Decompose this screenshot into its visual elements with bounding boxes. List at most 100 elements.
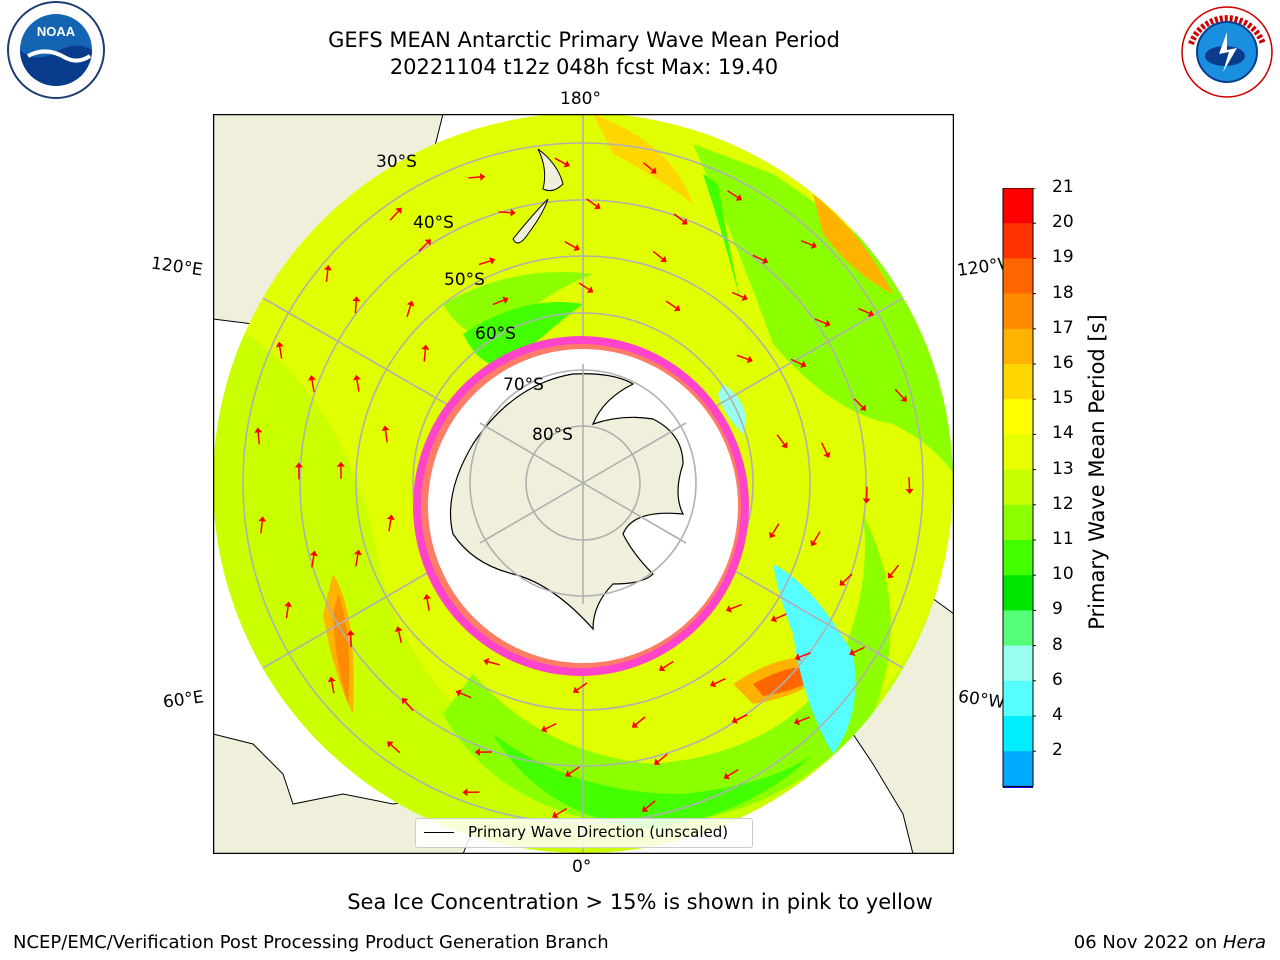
wave-arrow-head [769, 531, 776, 539]
wave-arrow-shaft [257, 432, 261, 445]
wave-arrow-head [660, 255, 667, 263]
wave-arrow-shaft [397, 630, 403, 644]
colorbar [1002, 187, 1039, 816]
wave-arrow-head [823, 451, 831, 458]
wave-arrow-shaft [776, 434, 785, 445]
colorbar-frame [1002, 187, 1034, 787]
footer-date: 06 Nov 2022 on Hera [1074, 932, 1266, 953]
colorbar-band [1003, 504, 1033, 541]
wave-arrow-shaft [418, 242, 429, 252]
polar-map [213, 114, 954, 854]
wave-arrow-shaft [730, 603, 743, 610]
wave-arrow-head [824, 319, 831, 328]
wave-arrow-head [353, 374, 361, 381]
wave-arrow-shaft [487, 661, 500, 666]
colorbar-band [1003, 680, 1033, 717]
wave-arrow-head [424, 239, 432, 246]
wave-arrow-head [681, 218, 688, 225]
wave-arrow-head [294, 462, 303, 468]
wave-arrow-shaft [478, 260, 491, 266]
wave-arrow-shaft [790, 358, 803, 365]
meridian-label-0: 0° [572, 857, 592, 877]
wave-arrow-shaft [771, 523, 780, 535]
wave-arrow-shaft [652, 250, 664, 260]
wave-arrow-head [489, 257, 496, 265]
wave-arrow-shaft [714, 677, 726, 685]
wave-arrow-head [353, 549, 362, 556]
wave-arrow-shaft [735, 714, 748, 721]
wave-arrow-shaft [576, 682, 588, 691]
wave-arrow-shaft [498, 211, 511, 214]
wave-arrow-shaft [798, 716, 811, 723]
wave-arrow-head [421, 344, 430, 350]
wave-arrow-shaft [459, 692, 472, 699]
wave-arrow-head [658, 664, 666, 672]
wave-arrow-head [510, 208, 516, 217]
wave-arrow-shaft [800, 240, 813, 246]
footer-machine: Hera [1222, 932, 1266, 953]
wave-arrow-shaft [389, 210, 399, 221]
wave-arrow-shaft [814, 318, 827, 325]
wave-arrow-head [781, 441, 788, 449]
wave-arrow-head [735, 194, 742, 201]
wave-arrow-shaft [569, 766, 580, 775]
wave-arrow-head [859, 404, 867, 411]
wave-arrow-head [586, 286, 594, 293]
wave-arrow-head [502, 296, 509, 304]
wave-arrow-head [462, 788, 468, 797]
wave-arrow-head [673, 304, 681, 312]
colorbar-band [1003, 716, 1033, 752]
wave-arrow-shaft [853, 398, 864, 408]
wave-arrow-shaft [426, 598, 430, 611]
wave-arrow-shaft [384, 430, 388, 443]
colorbar-band [1003, 575, 1033, 611]
colorbar-tick-label: 6 [1052, 669, 1063, 690]
wave-arrow-head [327, 676, 336, 683]
footer-credit: NCEP/EMC/Verification Post Processing Pr… [13, 932, 609, 953]
wave-arrow-shaft [545, 722, 557, 730]
wave-arrow-head [810, 539, 818, 547]
wave-arrow-shaft [356, 379, 360, 392]
wave-arrow-head [642, 805, 649, 812]
latitude-label-60s: 60°S [475, 324, 516, 344]
wave-arrow-shaft [727, 190, 739, 199]
colorbar-band [1003, 188, 1033, 224]
wave-arrow-head [308, 375, 316, 381]
wave-arrow-shaft [355, 554, 359, 567]
wave-arrow-shaft [799, 652, 811, 658]
wave-arrow-shaft [752, 254, 765, 262]
noaa-logo: NOAA [6, 0, 106, 104]
wave-arrow-shaft [404, 701, 414, 712]
wave-arrow-shaft [311, 379, 315, 392]
colorbar-tick-label: 20 [1052, 212, 1074, 233]
meridian-label-120e: 120°E [149, 253, 204, 281]
wave-arrow-head [573, 686, 580, 694]
colorbar-tick-label: 8 [1052, 634, 1063, 655]
legend-label: Primary Wave Direction (unscaled) [468, 823, 729, 841]
wave-arrow-head [386, 514, 395, 521]
latitude-label-70s: 70°S [503, 375, 544, 395]
colorbar-tick-label: 9 [1052, 599, 1063, 620]
colorbar-band [1003, 364, 1033, 400]
colorbar-band [1003, 751, 1033, 787]
wave-arrow-head [862, 498, 871, 504]
colorbar-tick-label: 14 [1052, 423, 1074, 444]
wave-arrow-shaft [285, 606, 289, 619]
latitude-label-50s: 50°S [444, 270, 485, 290]
wave-arrow-head [423, 593, 432, 600]
map-legend: Primary Wave Direction (unscaled) [415, 818, 753, 848]
colorbar-band [1003, 610, 1033, 647]
wave-arrow-head [474, 748, 480, 757]
wave-arrow-head [741, 293, 748, 302]
wave-arrow-shaft [662, 660, 674, 669]
wave-arrow-shaft [279, 346, 283, 359]
wave-arrow-shaft [260, 521, 264, 534]
wave-arrow-shaft [727, 769, 739, 777]
colorbar-band [1003, 223, 1033, 259]
wave-arrow-head [323, 265, 332, 271]
wave-arrow-shaft [894, 388, 905, 399]
wave-arrow-head [406, 300, 415, 307]
map-subtitle: 20221104 t12z 048h fcst Max: 19.40 [389, 55, 779, 79]
colorbar-band [1003, 469, 1033, 506]
wave-arrow-shaft [908, 477, 911, 490]
